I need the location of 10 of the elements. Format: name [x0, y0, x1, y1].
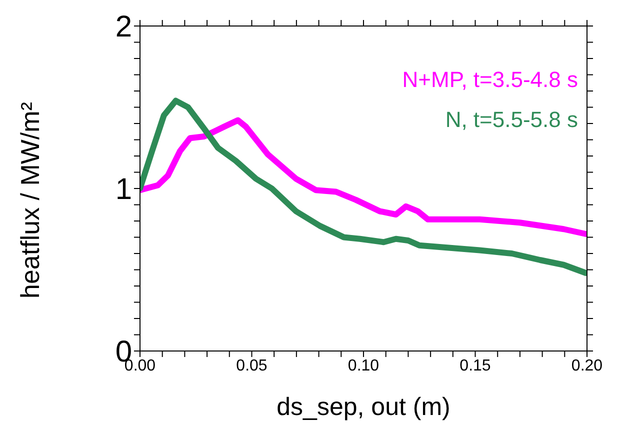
text: N+MP, t=3.5-4.8 s [402, 66, 578, 94]
y-axis-title: heatflux / MW/m² [15, 102, 46, 298]
x-tick-label: 0.05 [236, 357, 268, 374]
x-tick-label: 0.10 [348, 357, 380, 374]
x-tick-label: 0.20 [571, 357, 603, 374]
x-tick-label: 0.15 [460, 357, 491, 374]
text: N, t=5.5-5.8 s [444, 106, 578, 134]
y-tick-label: 2 [115, 10, 132, 44]
x-axis-title: ds_sep, out (m) [276, 393, 450, 421]
y-tick-label: 1 [115, 173, 132, 206]
